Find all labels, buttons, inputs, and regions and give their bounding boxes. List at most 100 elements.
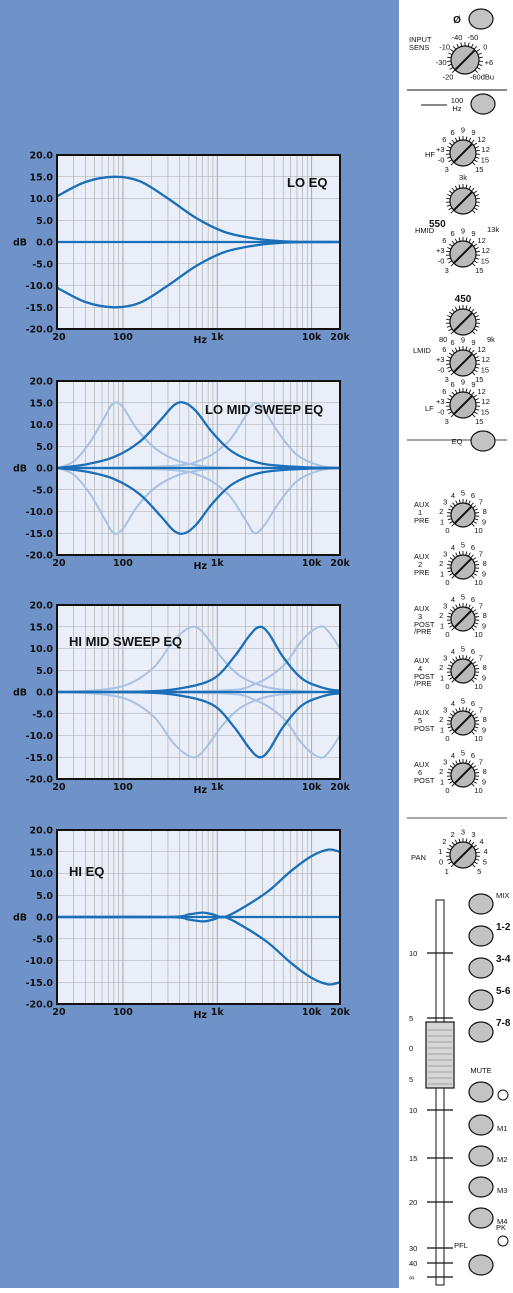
x-tick-label: 10k — [302, 332, 322, 343]
knob-scale-label: 15 — [481, 257, 489, 266]
knob-scale-label: 6 — [471, 595, 475, 604]
mute-group-4-button[interactable] — [469, 1208, 493, 1228]
knob-scale-label: 12 — [482, 145, 490, 154]
knob-scale-label: 6 — [471, 699, 475, 708]
y-tick-label: -15.0 — [26, 529, 54, 540]
mute-button[interactable] — [469, 1082, 493, 1102]
knob-scale-label: 2 — [439, 663, 443, 672]
x-tick-label: 10k — [302, 782, 322, 793]
knob-scale-label: 2 — [439, 715, 443, 724]
mute-label: MUTE — [470, 1066, 491, 1075]
x-tick-label: 1k — [211, 558, 225, 569]
x-tick-label: 10k — [302, 558, 322, 569]
knob-scale-label: 1 — [438, 847, 442, 856]
phase-button[interactable] — [469, 9, 493, 29]
aux-mode-label: /PRE — [414, 679, 432, 688]
pfl-label: PFL — [454, 1241, 468, 1250]
eq-chart-2: 20.015.010.05.00.0-5.0-10.0-15.0-20.0dB2… — [13, 377, 350, 573]
knob-scale-label: 1 — [440, 777, 444, 786]
aux-mode-label: POST — [414, 724, 435, 733]
knob-tick — [476, 251, 480, 252]
knob-scale-label: 9 — [471, 229, 475, 238]
knob-scale-label: 2 — [439, 611, 443, 620]
knob-tick — [476, 150, 480, 151]
y-tick-label: 0.0 — [36, 913, 53, 924]
knob-scale-label: -20 — [443, 72, 454, 81]
knob-tick — [479, 57, 483, 58]
mute-group-2-button[interactable] — [469, 1146, 493, 1166]
eq-switch-label: EQ — [452, 437, 463, 446]
knob-scale-label: 0 — [439, 858, 443, 867]
knob-tick — [447, 564, 451, 565]
lmid-label: LMID — [413, 346, 432, 355]
knob-scale-label: 4 — [451, 647, 455, 656]
knob-scale-label: 2 — [442, 837, 446, 846]
knob-scale-label: 4 — [480, 837, 484, 846]
knob-scale-label: 6 — [450, 229, 454, 238]
mute-group-1-button[interactable] — [469, 1115, 493, 1135]
knob-scale-label: 12 — [482, 355, 490, 364]
knob-tick — [447, 512, 451, 513]
x-tick-label: 1k — [211, 332, 225, 343]
knob-tick — [476, 198, 480, 199]
knob-scale-label: 9 — [461, 336, 465, 345]
knob-scale-label: 6 — [442, 236, 446, 245]
x-tick-label: 20 — [52, 332, 66, 343]
knob-scale-label: 3 — [461, 828, 465, 837]
knob-scale-label: 0 — [445, 526, 449, 535]
knob-scale-label: 3 — [471, 830, 475, 839]
knob-scale-label: 9 — [482, 777, 486, 786]
knob-scale-label: +6 — [485, 58, 494, 67]
y-tick-label: 15.0 — [30, 847, 54, 858]
y-tick-label: 20.0 — [30, 826, 54, 837]
knob-scale-label: 12 — [482, 397, 490, 406]
route-button-1[interactable] — [469, 894, 493, 914]
knob-scale-label: 6 — [450, 380, 454, 389]
knob-tick — [475, 720, 479, 721]
x-tick-label: 20k — [330, 782, 350, 793]
fader-scale-label: 5 — [409, 1014, 413, 1023]
knob-scale-label: 15 — [475, 375, 483, 384]
lmid-freq-left-label: 80 — [439, 335, 447, 344]
x-tick-label: 100 — [113, 332, 133, 343]
fader-scale-label: 5 — [409, 1075, 413, 1084]
filter-unit-label: Hz — [452, 104, 461, 113]
hi-pass-filter-button[interactable] — [471, 94, 495, 114]
knob-scale-label: 5 — [483, 858, 487, 867]
peak-led — [498, 1236, 508, 1246]
knob-scale-label: 15 — [475, 165, 483, 174]
eq-chart-1: 20.015.010.05.00.0-5.0-10.0-15.0-20.0dB2… — [13, 151, 350, 347]
y-tick-label: -20.0 — [26, 325, 54, 336]
y-tick-label: -5.0 — [32, 485, 53, 496]
knob-scale-label: +3 — [436, 355, 445, 364]
knob-scale-label: 4 — [451, 595, 455, 604]
knob-scale-label: 12 — [477, 135, 485, 144]
knob-scale-label: 12 — [482, 246, 490, 255]
x-tick-label: 20k — [330, 1007, 350, 1018]
chart-title: HI EQ — [69, 864, 104, 879]
route-button-3[interactable] — [469, 958, 493, 978]
fader-scale-label: 0 — [409, 1044, 413, 1053]
knob-scale-label: 5 — [461, 645, 465, 654]
fader-scale-label: 40 — [409, 1259, 417, 1268]
pfl-button[interactable] — [469, 1255, 493, 1275]
mute-group-3-button[interactable] — [469, 1177, 493, 1197]
route-button-2[interactable] — [469, 926, 493, 946]
knob-scale-label: 15 — [481, 408, 489, 417]
aux-mode-label: POST — [414, 776, 435, 785]
lf-label: LF — [425, 404, 434, 413]
knob-scale-label: 9 — [471, 128, 475, 137]
chart-title: HI MID SWEEP EQ — [69, 634, 182, 649]
mute-group-label: M3 — [497, 1186, 507, 1195]
route-button-4[interactable] — [469, 990, 493, 1010]
x-tick-label: 20k — [330, 332, 350, 343]
knob-scale-label: 5 — [461, 593, 465, 602]
knob-scale-label: 2 — [439, 767, 443, 776]
route-button-5[interactable] — [469, 1022, 493, 1042]
knob-scale-label: 4 — [451, 543, 455, 552]
x-axis-label: Hz — [194, 335, 208, 346]
knob-scale-label: 3 — [443, 550, 447, 559]
y-tick-label: -10.0 — [26, 731, 54, 742]
eq-in-button[interactable] — [471, 431, 495, 451]
y-tick-label: -20.0 — [26, 1000, 54, 1011]
